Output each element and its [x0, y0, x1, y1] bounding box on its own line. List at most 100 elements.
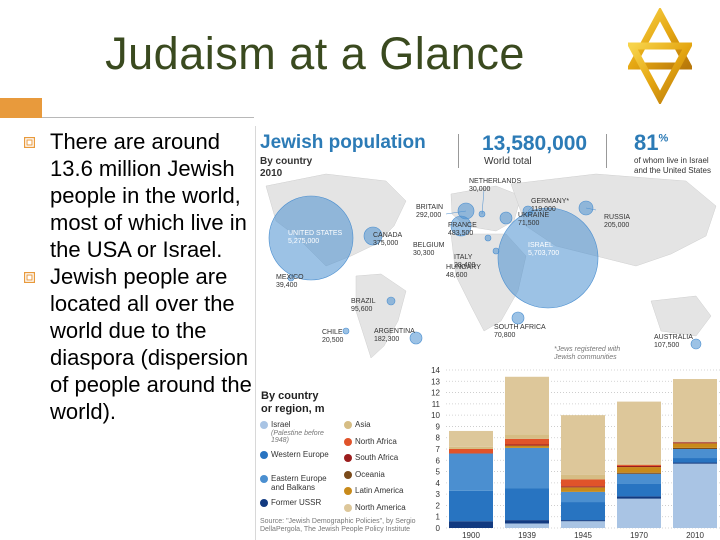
y-tick-label: 14 — [431, 366, 440, 375]
bar-segment — [673, 443, 717, 448]
map-label: AUSTRALIA 107,500 — [654, 334, 693, 350]
x-tick-label: 1939 — [518, 531, 536, 540]
divider — [458, 134, 459, 168]
x-tick-label: 1945 — [574, 531, 592, 540]
bar-segment — [561, 474, 605, 480]
bar-segment — [673, 379, 717, 443]
y-tick-label: 1 — [436, 513, 441, 522]
bar-segment — [673, 447, 717, 449]
legend-label: North Africa — [355, 436, 397, 446]
percent-label: of whom live in Israel and the United St… — [634, 156, 720, 176]
map-label-country: AUSTRALIA — [654, 334, 693, 341]
region-panel: By country or region, m Israel (Palestine… — [256, 362, 720, 540]
map-label-country: HUNGARY — [446, 264, 481, 271]
x-tick-label: 2010 — [686, 531, 704, 540]
x-tick-label: 1900 — [462, 531, 480, 540]
legend-swatch — [344, 470, 352, 479]
y-tick-label: 10 — [431, 411, 440, 420]
map-label: NETHERLANDS 30,000 — [469, 178, 521, 194]
map-label-country: CANADA — [373, 232, 403, 239]
bar-segment — [449, 446, 493, 449]
bullet-list: There are around 13.6 million Jewish peo… — [24, 128, 252, 425]
bar-segment — [505, 376, 549, 435]
bar-segment — [617, 496, 661, 499]
map-label-value: 483,500 — [448, 230, 474, 237]
region-label-line: or region, m — [261, 403, 325, 415]
bar-segment — [449, 453, 493, 491]
infographic-header: Jewish population By country 2010 13,580… — [256, 126, 720, 179]
map-label-country: GERMANY* — [531, 198, 570, 205]
map-label-value: 5,703,700 — [528, 250, 560, 257]
map-label: GERMANY* 119,000 — [531, 198, 569, 214]
bar-segment — [449, 430, 493, 447]
bar-segment — [617, 401, 661, 464]
bar-segment — [617, 472, 661, 474]
world-map — [256, 126, 720, 371]
map-label: ARGENTINA 182,300 — [374, 328, 415, 344]
map-label-value: 205,000 — [604, 222, 630, 229]
map-label-country: CHILE — [322, 329, 343, 336]
y-tick-label: 9 — [436, 422, 441, 431]
map-label-country: UNITED STATES — [288, 230, 343, 237]
legend-swatch — [260, 451, 268, 459]
bar-segment — [617, 464, 661, 466]
map-label-country: UKRAINE — [518, 212, 550, 219]
map-label-country: BRAZIL — [351, 298, 376, 305]
y-tick-label: 13 — [431, 377, 440, 386]
percent-value: 81% — [634, 130, 668, 156]
legend-sublabel: (Palestine before 1948) — [271, 430, 324, 444]
map-label: HUNGARY 48,600 — [446, 264, 481, 280]
legend-label: Latin America — [355, 486, 404, 495]
subtitle-line: By country — [260, 156, 313, 167]
bullet-icon — [24, 272, 35, 283]
bullet-text: Jewish people are located all over the w… — [50, 264, 252, 424]
bar-segment — [617, 463, 661, 465]
bar-segment — [673, 458, 717, 463]
map-label-country: MEXICO — [276, 274, 304, 281]
bar-segment — [561, 487, 605, 492]
map-label-value: 5,275,000 — [288, 238, 320, 245]
legend-label: Asia — [355, 420, 371, 429]
subtitle-line: 2010 — [260, 168, 283, 179]
bar-segment — [561, 502, 605, 521]
map-label-value: 70,800 — [494, 332, 516, 339]
bar-segment — [617, 465, 661, 468]
map-label-country: BELGIUM — [413, 242, 445, 249]
map-label-country: BRITAIN — [416, 204, 444, 211]
map-label-value: 95,600 — [351, 306, 373, 313]
legend-swatch — [344, 503, 352, 512]
legend-swatch — [344, 437, 352, 446]
divider — [606, 134, 607, 168]
legend-swatch — [344, 421, 352, 429]
bar-segment — [505, 447, 549, 489]
legend-swatch — [344, 454, 352, 462]
bar-segment — [449, 521, 493, 528]
map-label-value: 375,000 — [373, 240, 399, 247]
bar-segment — [617, 483, 661, 497]
star-of-david-icon — [628, 8, 692, 104]
legend-swatch — [260, 421, 268, 429]
map-label: FRANCE 483,500 — [448, 222, 477, 238]
population-infographic: Jewish population By country 2010 13,580… — [255, 126, 720, 540]
map-label-value: 39,400 — [276, 282, 298, 289]
bar-segment — [617, 467, 661, 473]
map-label-value: 30,300 — [413, 250, 435, 257]
region-label-line: By country — [261, 390, 319, 402]
map-label: ITALY 28,400 — [454, 254, 475, 270]
y-tick-label: 11 — [432, 400, 441, 409]
region-chart-label: By country or region, m — [261, 390, 325, 416]
map-label-country: FRANCE — [448, 222, 477, 229]
x-tick-label: 1970 — [630, 531, 648, 540]
y-tick-label: 2 — [436, 501, 441, 510]
bar-segment — [449, 449, 493, 454]
list-item: There are around 13.6 million Jewish peo… — [24, 128, 252, 263]
map-label: BELGIUM 30,300 — [413, 242, 445, 258]
bar-segment — [561, 486, 605, 488]
map-label: CANADA 375,000 — [373, 232, 402, 248]
map-label-country: RUSSIA — [604, 214, 631, 221]
bar-segment — [505, 523, 549, 528]
map-label-country: SOUTH AFRICA — [494, 324, 546, 331]
y-tick-label: 7 — [436, 445, 441, 454]
divider — [42, 117, 254, 118]
infographic-title: Jewish population — [260, 132, 426, 153]
